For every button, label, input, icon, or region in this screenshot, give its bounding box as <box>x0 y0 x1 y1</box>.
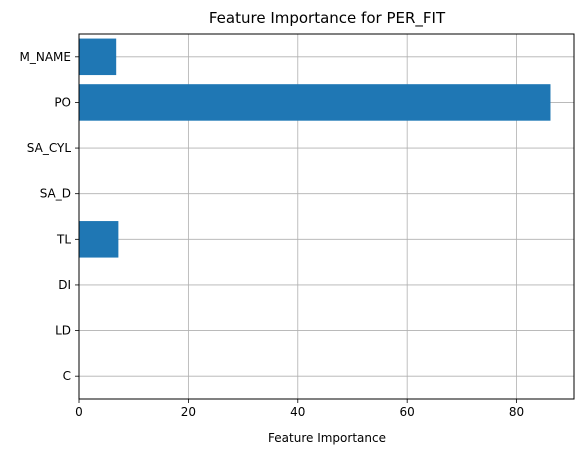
bars <box>79 38 551 258</box>
y-tick-label: SA_CYL <box>27 141 72 155</box>
plot-frame <box>78 33 575 400</box>
y-axis-ticks: M_NAME PO SA_CYL SA_D TL DI LD C <box>20 50 79 383</box>
y-tick-label: PO <box>54 95 71 109</box>
bar-m-name <box>79 38 117 76</box>
y-tick-label: TL <box>56 232 71 246</box>
x-axis-label: Feature Importance <box>268 431 386 445</box>
bar-tl <box>79 221 119 258</box>
x-tick-label: 0 <box>75 405 83 419</box>
bar-po <box>79 84 551 121</box>
x-tick-label: 60 <box>400 405 415 419</box>
x-tick-label: 40 <box>290 405 305 419</box>
y-tick-label: LD <box>55 324 71 338</box>
y-tick-label: SA_D <box>40 187 71 201</box>
x-axis-ticks: 0 20 40 60 80 <box>75 399 524 419</box>
y-tick-label: C <box>63 369 71 383</box>
y-tick-label: M_NAME <box>20 50 71 64</box>
x-tick-label: 20 <box>181 405 196 419</box>
x-tick-label: 80 <box>509 405 524 419</box>
y-tick-label: DI <box>58 278 71 292</box>
chart-title: Feature Importance for PER_FIT <box>209 9 446 28</box>
